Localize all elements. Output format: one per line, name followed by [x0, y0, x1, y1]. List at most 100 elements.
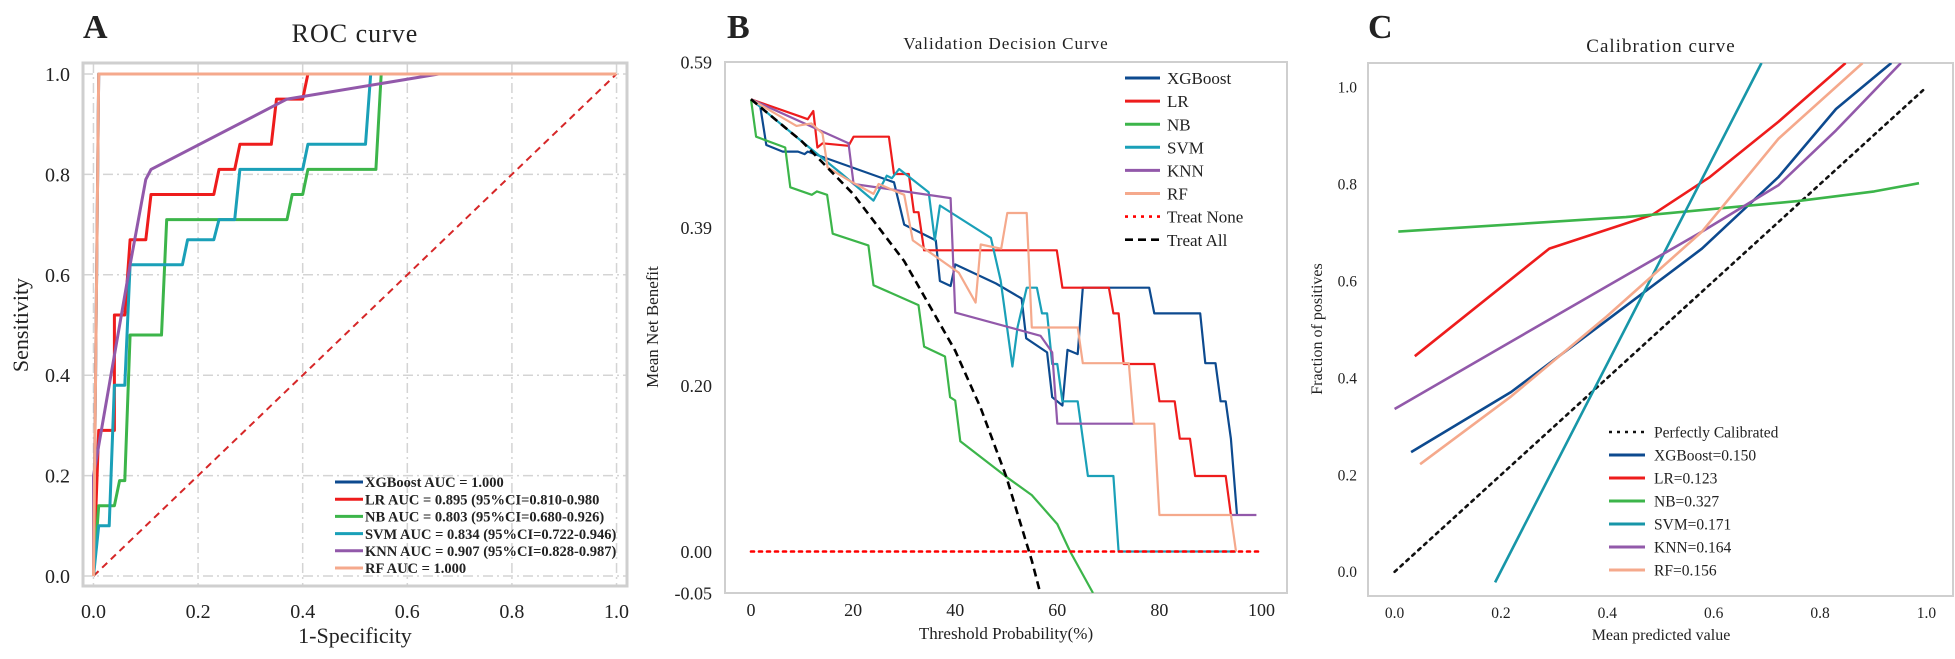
- x-tick-label: 100: [1248, 600, 1275, 620]
- x-axis-label: Threshold Probability(%): [919, 624, 1093, 643]
- plot-frame: [81, 61, 629, 588]
- series-line-nb: [92, 72, 617, 577]
- x-tick-label: 0.8: [1810, 605, 1830, 622]
- x-tick-label: 0.4: [290, 601, 315, 623]
- y-tick-label: 0.0: [1338, 564, 1358, 581]
- y-axis-label: Sensitivity: [8, 278, 33, 372]
- y-tick-label: 1.0: [1338, 80, 1358, 97]
- x-tick-label: 0.6: [1704, 605, 1724, 622]
- series-line-lr: [1413, 63, 1847, 358]
- panel-label: B: [727, 9, 750, 46]
- panel-c: C Calibration curve 0.0 0.2 0.4 0.6 0.8 1.0 0.0 0…: [1309, 9, 1954, 644]
- x-tick-label: 0.0: [81, 601, 106, 623]
- series-line-rf: [92, 72, 617, 577]
- y-tick-label: 1.0: [45, 64, 70, 86]
- panel-a: A ROC curve 0.0 0.2 0.4 0.6 0.8 1.0 0.0 0.2 0.4 0.6…: [8, 9, 629, 648]
- series-line-svm: [1493, 63, 1763, 583]
- series-line-svm: [92, 72, 617, 577]
- chart-title: ROC curve: [292, 19, 419, 48]
- panel-label: C: [1368, 9, 1393, 46]
- plot-frame: [724, 61, 1288, 594]
- legend-label: Treat All: [1167, 231, 1228, 250]
- plot-area: [749, 98, 1263, 593]
- legend-label: SVM=0.171: [1654, 517, 1731, 534]
- x-tick-label: 0.0: [1385, 605, 1405, 622]
- x-tick-label: 20: [844, 600, 862, 620]
- legend-label: XGBoost: [1167, 69, 1232, 88]
- x-tick-label: 0.2: [1491, 605, 1510, 622]
- legend-label: LR=0.123: [1654, 471, 1718, 488]
- y-tick-label: 0.59: [681, 52, 713, 72]
- series-line-lr: [750, 98, 1232, 516]
- y-tick-label: 0.4: [45, 365, 70, 387]
- legend-label: NB AUC = 0.803 (95%CI=0.680-0.926): [365, 510, 604, 526]
- x-tick-label: 80: [1150, 600, 1168, 620]
- x-tick-label: 1.0: [1917, 605, 1937, 622]
- legend-label: SVM: [1167, 138, 1204, 157]
- series-line-nb: [749, 99, 1094, 593]
- series-line-rf: [750, 98, 1238, 552]
- y-tick-label: 0.2: [1338, 467, 1357, 484]
- y-tick-label: 0.00: [681, 542, 713, 562]
- legend: XGBoost LR NB SVM KNN RF Treat None Treat All: [1125, 69, 1243, 250]
- legend-label: NB=0.327: [1654, 494, 1719, 511]
- legend-label: LR: [1167, 92, 1189, 111]
- x-tick-label: 0.2: [186, 601, 211, 623]
- legend-label: XGBoost AUC = 1.000: [365, 475, 504, 491]
- reference-diagonal-line: [92, 73, 618, 577]
- chart-title: Validation Decision Curve: [903, 34, 1108, 53]
- y-tick-label: 0.8: [45, 164, 70, 186]
- panel-b: B Validation Decision Curve 0 20 40 60 80 100 -0…: [643, 9, 1288, 643]
- series-line-nb: [1398, 181, 1920, 233]
- y-axis-label: Mean Net Benefit: [643, 266, 662, 388]
- x-axis-label: 1-Specificity: [298, 623, 412, 648]
- legend-label: RF: [1167, 185, 1188, 204]
- plot-frame: [1367, 62, 1954, 597]
- panel-label: A: [83, 9, 108, 46]
- x-tick-label: 60: [1048, 600, 1066, 620]
- y-tick-label: 0.6: [1338, 273, 1358, 290]
- plot-area: [1393, 63, 1928, 583]
- x-axis-label: Mean predicted value: [1592, 627, 1731, 644]
- y-tick-label: 0.8: [1338, 177, 1358, 194]
- legend-label: KNN: [1167, 162, 1204, 181]
- series-line-svm: [750, 98, 1236, 553]
- chart-title: Calibration curve: [1586, 36, 1735, 57]
- legend-label: NB: [1167, 115, 1191, 134]
- legend: Perfectly Calibrated XGBoost=0.150 LR=0.12…: [1609, 425, 1779, 580]
- x-tick-label: 0.8: [499, 601, 524, 623]
- x-tick-label: 0.6: [395, 601, 420, 623]
- y-tick-label: 0.0: [45, 566, 70, 588]
- y-tick-label: 0.4: [1338, 370, 1358, 387]
- plot-area: [92, 72, 618, 577]
- series-line-xgboost: [750, 98, 1239, 516]
- x-tick-label: 40: [946, 600, 964, 620]
- series-line-xgboost: [1410, 63, 1893, 454]
- series-line-knn: [750, 98, 1257, 517]
- y-tick-label: -0.05: [675, 583, 713, 603]
- legend-label: KNN AUC = 0.907 (95%CI=0.828-0.987): [365, 544, 617, 560]
- y-tick-label: 0.20: [681, 376, 713, 396]
- y-tick-label: 0.39: [681, 218, 713, 238]
- legend-label: Perfectly Calibrated: [1654, 425, 1779, 442]
- x-tick-label: 0: [747, 600, 756, 620]
- series-line-knn: [92, 72, 617, 576]
- series-line-treat: [750, 98, 1041, 591]
- legend-label: RF AUC = 1.000: [365, 561, 466, 577]
- legend-label: RF=0.156: [1654, 563, 1717, 580]
- y-tick-label: 0.6: [45, 265, 70, 287]
- y-axis-label: Fraction of positives: [1309, 263, 1326, 395]
- x-tick-label: 1.0: [604, 601, 629, 623]
- y-tick-label: 0.2: [45, 466, 70, 488]
- series-line-perfectly: [1393, 85, 1928, 574]
- legend-label: XGBoost=0.150: [1654, 448, 1756, 465]
- legend-label: KNN=0.164: [1654, 540, 1731, 557]
- legend-label: Treat None: [1167, 208, 1243, 227]
- x-tick-label: 0.4: [1598, 605, 1618, 622]
- series-line-knn: [1393, 63, 1902, 411]
- series-line-rf: [1419, 63, 1864, 466]
- legend-label: LR AUC = 0.895 (95%CI=0.810-0.980: [365, 492, 599, 508]
- legend-label: SVM AUC = 0.834 (95%CI=0.722-0.946): [365, 527, 617, 543]
